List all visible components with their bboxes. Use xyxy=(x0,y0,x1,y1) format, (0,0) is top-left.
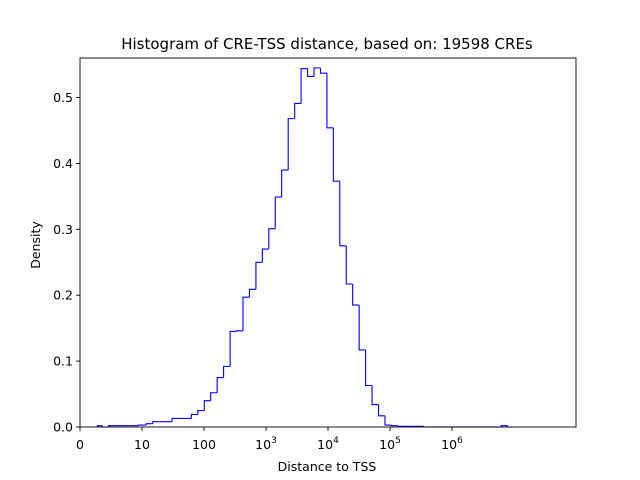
x-tick-label: 100 xyxy=(192,437,216,452)
chart-title: Histogram of CRE-TSS distance, based on:… xyxy=(121,35,533,53)
histogram-bin xyxy=(216,377,224,393)
histogram-bin xyxy=(171,417,179,422)
histogram-bin xyxy=(236,330,244,332)
x-tick-label: 10 xyxy=(134,437,150,452)
histogram-bin xyxy=(248,288,256,298)
histogram-bin xyxy=(229,330,237,367)
plot-area xyxy=(79,57,577,428)
y-tick-label: 0.2 xyxy=(53,288,73,303)
x-tick-label: 0 xyxy=(76,437,84,452)
histogram-bin xyxy=(145,423,153,426)
y-tick-label: 0.1 xyxy=(53,354,73,369)
histogram-bin xyxy=(352,284,360,306)
histogram-bin xyxy=(210,392,218,401)
histogram-bin xyxy=(255,261,263,290)
y-tick-label: 0.0 xyxy=(53,420,73,435)
histogram-bin xyxy=(390,425,398,427)
histogram-bin xyxy=(281,169,289,198)
histogram-bin xyxy=(307,68,315,77)
x-axis-label: Distance to TSS xyxy=(278,459,377,474)
histogram-bin xyxy=(313,67,321,77)
histogram-bin xyxy=(287,118,295,171)
histogram-bin xyxy=(332,127,340,182)
histogram-bin xyxy=(358,305,366,351)
histogram-bin xyxy=(319,67,327,74)
histogram-bin xyxy=(268,228,276,250)
histogram-bin xyxy=(397,425,405,427)
histogram-bin xyxy=(371,385,379,406)
x-tick-label: 106 xyxy=(441,436,463,452)
histogram-bin xyxy=(339,181,347,247)
histogram-bin xyxy=(197,409,205,415)
histogram-bin xyxy=(384,415,392,426)
y-tick-label: 0.4 xyxy=(53,156,73,171)
histogram-bin xyxy=(294,102,302,119)
plot-frame xyxy=(79,57,577,428)
histogram-bin xyxy=(242,296,250,331)
histogram-bin xyxy=(152,421,160,424)
histogram-bin xyxy=(326,73,334,129)
histogram-bin xyxy=(345,245,353,285)
histogram-bin xyxy=(274,196,282,229)
x-tick-label: 105 xyxy=(379,436,401,452)
histogram-bin xyxy=(190,413,198,419)
histogram-bin xyxy=(365,349,373,387)
x-tick-label: 104 xyxy=(317,436,339,452)
histogram-bin xyxy=(223,365,231,378)
histogram-bin xyxy=(203,400,211,411)
x-tick-label: 103 xyxy=(255,436,277,452)
histogram-bin xyxy=(261,248,269,263)
x-axis-ticks: 0 10 100 103 104 105 106 xyxy=(76,427,463,452)
y-axis-ticks: 0.0 0.1 0.2 0.3 0.4 0.5 xyxy=(53,90,80,435)
histogram-bin xyxy=(300,67,308,104)
y-tick-label: 0.3 xyxy=(53,222,73,237)
y-axis-label: Density xyxy=(28,221,43,269)
histogram-bin xyxy=(137,424,147,426)
histogram-bin xyxy=(377,404,385,417)
y-tick-label: 0.5 xyxy=(53,90,73,105)
